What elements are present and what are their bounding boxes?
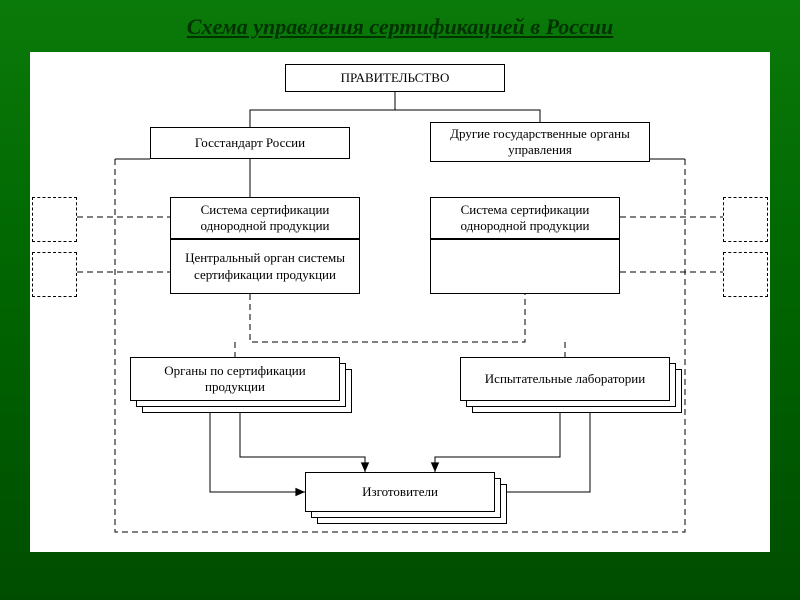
connector — [210, 401, 305, 492]
node-government: ПРАВИТЕЛЬСТВО — [285, 64, 505, 92]
node-label: Изготовители — [305, 472, 495, 512]
connector — [250, 294, 525, 342]
node-system_right_top: Система сертификации однородной продукци… — [430, 197, 620, 239]
page-title: Схема управления сертификацией в России — [0, 0, 800, 40]
connector — [495, 401, 590, 492]
node-system_left_top: Система сертификации однородной продукци… — [170, 197, 360, 239]
diagram-canvas: ПРАВИТЕЛЬСТВО Госстандарт России Другие го… — [30, 52, 770, 552]
arrowhead-icon — [295, 488, 305, 496]
node-other_gov: Другие государственные органы управления — [430, 122, 650, 162]
dashed-placeholder — [32, 197, 77, 242]
arrowhead-icon — [431, 462, 439, 472]
arrowhead-icon — [361, 462, 369, 472]
node-label: Органы по сертификации продукции — [130, 357, 340, 401]
node-system_right_bot — [430, 239, 620, 294]
dashed-placeholder — [723, 197, 768, 242]
dashed-placeholder — [32, 252, 77, 297]
node-manufacturers: Изготовители — [305, 472, 495, 512]
node-label: Испытательные лаборатории — [460, 357, 670, 401]
node-cert_bodies: Органы по сертификации продукции — [130, 357, 340, 401]
dashed-placeholder — [723, 252, 768, 297]
node-labs: Испытательные лаборатории — [460, 357, 670, 401]
node-gosstandart: Госстандарт России — [150, 127, 350, 159]
connector — [250, 92, 395, 127]
connector — [395, 92, 540, 122]
node-system_left_bot: Центральный орган системы сертификации п… — [170, 239, 360, 294]
